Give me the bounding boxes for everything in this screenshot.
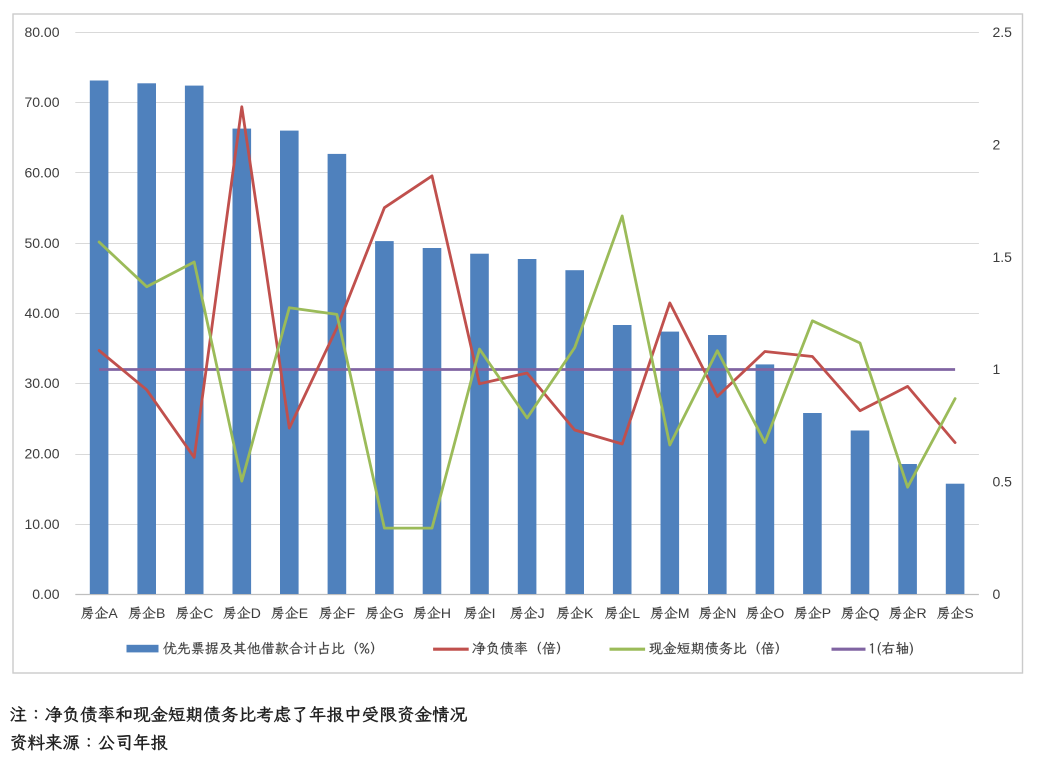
svg-text:0.00: 0.00 (32, 586, 59, 602)
svg-text:1: 1 (993, 361, 1001, 377)
svg-text:20.00: 20.00 (24, 446, 59, 462)
svg-text:30.00: 30.00 (24, 375, 59, 391)
svg-text:1.5: 1.5 (993, 249, 1013, 265)
svg-text:N: N (726, 605, 736, 621)
svg-text:A: A (108, 605, 118, 621)
svg-text:50.00: 50.00 (24, 235, 59, 251)
svg-text:0.5: 0.5 (993, 474, 1013, 490)
svg-text:R: R (917, 605, 927, 621)
svg-text:2: 2 (993, 136, 1001, 152)
svg-text:40.00: 40.00 (24, 305, 59, 321)
svg-text:J: J (538, 605, 545, 621)
svg-text:S: S (964, 605, 973, 621)
svg-text:F: F (347, 605, 356, 621)
svg-text:K: K (584, 605, 594, 621)
svg-text:Q: Q (869, 605, 880, 621)
svg-text:70.00: 70.00 (24, 94, 59, 110)
svg-text:E: E (299, 605, 308, 621)
svg-text:I: I (492, 605, 496, 621)
svg-text:60.00: 60.00 (24, 165, 59, 181)
svg-text:D: D (251, 605, 261, 621)
svg-text:B: B (156, 605, 165, 621)
svg-text:80.00: 80.00 (24, 24, 59, 40)
svg-text:H: H (441, 605, 451, 621)
svg-text:2.5: 2.5 (993, 24, 1013, 40)
svg-text:0: 0 (993, 586, 1001, 602)
svg-text:M: M (678, 605, 690, 621)
svg-text:P: P (822, 605, 831, 621)
svg-text:G: G (393, 605, 404, 621)
svg-text:10.00: 10.00 (24, 516, 59, 532)
svg-text:L: L (632, 605, 640, 621)
svg-text:O: O (773, 605, 784, 621)
svg-text:C: C (203, 605, 213, 621)
